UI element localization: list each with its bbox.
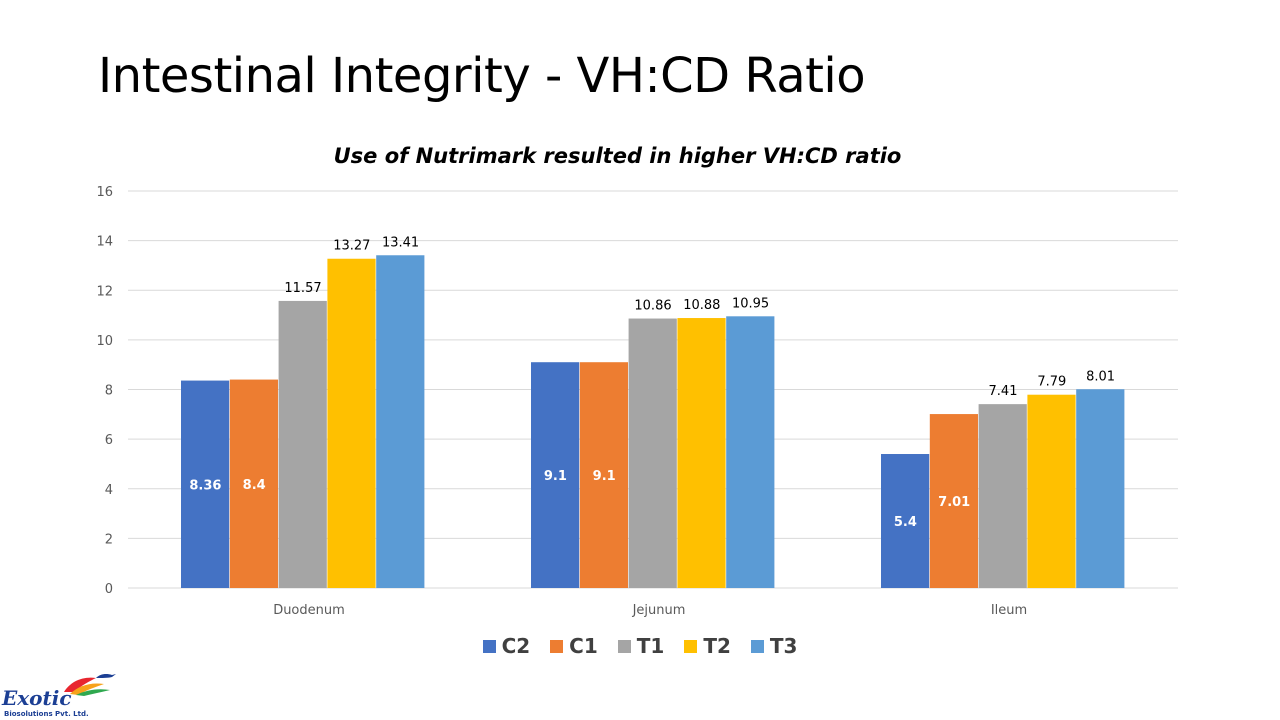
y-tick-label-14: 14 bbox=[96, 235, 113, 250]
bar-duodenum-t2 bbox=[327, 258, 376, 588]
chart-title: Use of Nutrimark resulted in higher VH:C… bbox=[333, 144, 902, 168]
slide-title: Intestinal Integrity - VH:CD Ratio bbox=[98, 48, 866, 104]
y-tick-label-16: 16 bbox=[96, 185, 113, 200]
data-label-jejunum-t1: 10.86 bbox=[634, 299, 671, 314]
y-tick-label-6: 6 bbox=[105, 433, 113, 448]
legend-swatch-t1 bbox=[617, 639, 631, 653]
y-tick-label-8: 8 bbox=[105, 384, 113, 399]
bar-jejunum-c2 bbox=[531, 362, 580, 588]
logo-subtitle: Biosolutions Pvt. Ltd. bbox=[4, 710, 89, 718]
legend-item-t3: T3 bbox=[750, 634, 798, 658]
data-label-ileum-c2: 5.4 bbox=[894, 515, 917, 530]
bar-ileum-t1 bbox=[978, 404, 1027, 588]
data-label-ileum-t1: 7.41 bbox=[989, 384, 1018, 399]
data-label-jejunum-c2: 9.1 bbox=[544, 469, 567, 484]
bar-ileum-t3 bbox=[1076, 389, 1125, 588]
chart-legend: C2 C1 T1 T2 T3 bbox=[0, 634, 1280, 658]
legend-label-t3: T3 bbox=[769, 634, 798, 658]
y-tick-label-2: 2 bbox=[105, 532, 113, 547]
legend-swatch-c2 bbox=[482, 639, 496, 653]
x-category-label-jejunum: Jejunum bbox=[632, 603, 686, 618]
bar-duodenum-t1 bbox=[278, 300, 327, 588]
bar-ileum-c2 bbox=[881, 454, 930, 588]
data-label-ileum-c1: 7.01 bbox=[938, 495, 970, 510]
y-tick-label-4: 4 bbox=[105, 483, 113, 498]
legend-item-c2: C2 bbox=[482, 634, 531, 658]
y-tick-label-0: 0 bbox=[105, 582, 113, 597]
data-label-duodenum-t1: 11.57 bbox=[284, 281, 321, 296]
bar-duodenum-c2 bbox=[181, 380, 230, 588]
legend-swatch-c1 bbox=[550, 639, 564, 653]
data-label-jejunum-t3: 10.95 bbox=[732, 296, 769, 311]
data-label-ileum-t3: 8.01 bbox=[1086, 369, 1115, 384]
legend-swatch-t3 bbox=[750, 639, 764, 653]
data-label-duodenum-t3: 13.41 bbox=[382, 235, 419, 250]
bar-jejunum-t1 bbox=[628, 318, 677, 588]
company-logo: Exotic Biosolutions Pvt. Ltd. bbox=[2, 670, 120, 720]
data-label-duodenum-c2: 8.36 bbox=[189, 478, 221, 493]
bar-jejunum-c1 bbox=[579, 362, 628, 588]
data-label-jejunum-t2: 10.88 bbox=[683, 298, 720, 313]
data-label-jejunum-c1: 9.1 bbox=[593, 469, 616, 484]
x-category-label-duodenum: Duodenum bbox=[273, 603, 345, 618]
legend-label-c1: C1 bbox=[569, 634, 598, 658]
legend-item-t2: T2 bbox=[684, 634, 731, 658]
logo-wordmark: Exotic bbox=[2, 686, 72, 710]
legend-swatch-t2 bbox=[684, 639, 698, 653]
legend-label-t1: T1 bbox=[636, 634, 665, 658]
x-category-label-ileum: Ileum bbox=[991, 603, 1027, 618]
data-label-ileum-t2: 7.79 bbox=[1037, 375, 1066, 390]
bar-ileum-c1 bbox=[929, 414, 978, 588]
bar-jejunum-t3 bbox=[726, 316, 775, 588]
bar-ileum-t2 bbox=[1027, 394, 1076, 588]
data-label-duodenum-t2: 13.27 bbox=[333, 239, 370, 254]
bar-duodenum-t3 bbox=[376, 255, 425, 588]
hummingbird-icon bbox=[64, 674, 116, 696]
bar-duodenum-c1 bbox=[229, 379, 278, 588]
bar-jejunum-t2 bbox=[677, 318, 726, 588]
legend-label-t2: T2 bbox=[703, 634, 731, 658]
legend-item-t1: T1 bbox=[617, 634, 665, 658]
legend-item-c1: C1 bbox=[550, 634, 598, 658]
y-tick-label-10: 10 bbox=[96, 334, 113, 349]
data-label-duodenum-c1: 8.4 bbox=[243, 478, 266, 493]
y-tick-label-12: 12 bbox=[96, 284, 113, 299]
legend-label-c2: C2 bbox=[501, 634, 531, 658]
